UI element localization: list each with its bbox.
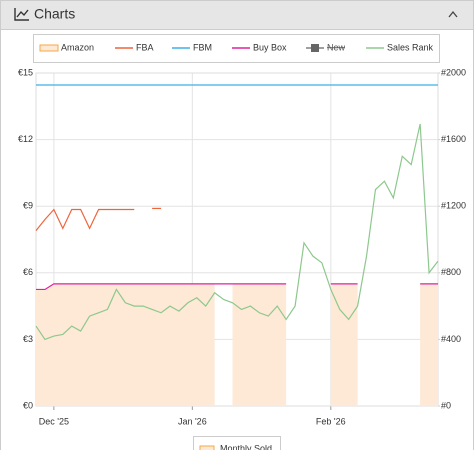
x-tick-label: Dec '25 [39, 416, 69, 426]
legend-swatch [311, 44, 319, 52]
line [35, 208, 135, 231]
chart-icon [14, 8, 29, 21]
y-tick-label: €12 [18, 134, 33, 144]
x-tick-label: Feb '26 [316, 416, 346, 426]
line [36, 283, 287, 291]
area [420, 283, 438, 406]
y2-tick-label: #1600 [441, 134, 466, 144]
legend-label: Monthly Sold [220, 443, 272, 450]
legend-swatch [199, 445, 215, 452]
y-tick-label: €3 [23, 334, 33, 344]
line [35, 123, 439, 341]
legend-label: FBA [136, 42, 154, 52]
x-tick-label: Jan '26 [178, 416, 207, 426]
panel-header[interactable] [0, 0, 474, 30]
legend-label: New [327, 42, 346, 52]
y2-tick-label: #2000 [441, 67, 466, 77]
panel-title: Charts [34, 6, 75, 22]
y2-tick-label: #400 [441, 334, 461, 344]
area [330, 283, 358, 406]
legend-label: Sales Rank [387, 42, 434, 52]
y-tick-label: €0 [23, 400, 33, 410]
y-tick-label: €6 [23, 267, 33, 277]
y-tick-label: €15 [18, 67, 33, 77]
legend-label: FBM [193, 42, 212, 52]
legend-label: Buy Box [253, 42, 287, 52]
collapse-caret[interactable] [448, 10, 458, 18]
legend-label: Amazon [61, 42, 94, 52]
area [232, 283, 287, 406]
y2-tick-label: #0 [441, 400, 451, 410]
legend-swatch [39, 44, 59, 52]
y2-tick-label: #1200 [441, 201, 466, 211]
y-tick-label: €9 [23, 201, 33, 211]
area [36, 283, 215, 406]
y2-tick-label: #800 [441, 267, 461, 277]
